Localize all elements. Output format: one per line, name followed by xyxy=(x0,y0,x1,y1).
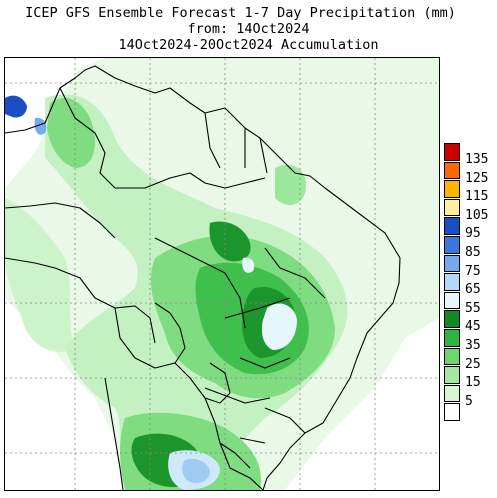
legend-label: 105 xyxy=(465,207,489,223)
precip-heavy-areas xyxy=(131,221,309,490)
legend-swatch xyxy=(444,329,460,347)
map-title-line-1: ICEP GFS Ensemble Forecast 1-7 Day Preci… xyxy=(25,5,456,21)
precipitation-map xyxy=(4,57,440,491)
border-peru-brazil xyxy=(5,257,156,344)
legend-swatch xyxy=(444,366,460,384)
legend-label: 55 xyxy=(465,300,481,316)
legend-label: 15 xyxy=(465,375,481,391)
border-colombia-peru xyxy=(5,202,116,239)
legend-swatch xyxy=(444,161,460,180)
precip-55mm-small xyxy=(242,257,255,273)
border-colombia-venezuela xyxy=(59,87,116,189)
legend-entry: 85 xyxy=(444,236,496,260)
legend-label: 85 xyxy=(465,245,481,260)
lat-lon-grid xyxy=(5,58,439,490)
legend-swatch xyxy=(444,180,460,198)
legend-swatch xyxy=(444,347,460,366)
legend-label: 25 xyxy=(465,356,481,372)
precip-55mm-brazil xyxy=(261,303,297,350)
legend-entry: 35 xyxy=(444,329,496,353)
legend-label: 95 xyxy=(465,226,481,242)
precip-15mm-west xyxy=(5,198,75,352)
legend-swatch xyxy=(444,403,460,421)
legend-entry: 125 xyxy=(444,161,496,185)
precip-45mm-central xyxy=(209,221,251,262)
legend-entry: 95 xyxy=(444,217,496,241)
country-borders xyxy=(5,65,401,490)
border-paraguay xyxy=(174,362,231,404)
legend-label: 45 xyxy=(465,319,481,335)
map-title-line-2: from: 14Oct2024 xyxy=(187,21,310,37)
legend-label: 75 xyxy=(465,263,481,279)
precip-65mm-south xyxy=(182,458,210,484)
legend-entry: 105 xyxy=(444,198,496,222)
legend-label: 65 xyxy=(465,282,481,298)
precip-coastal-peak xyxy=(5,95,47,135)
legend-swatch xyxy=(444,217,460,235)
legend-label: 115 xyxy=(465,189,489,205)
legend-swatch xyxy=(444,273,460,291)
legend-label: 5 xyxy=(465,393,473,409)
legend-entry: 5 xyxy=(444,384,496,408)
legend-label: 35 xyxy=(465,338,481,353)
border-argentina-chile xyxy=(104,377,124,490)
legend-swatch xyxy=(444,236,460,254)
legend-entry: 75 xyxy=(444,254,496,278)
border-brazil-states xyxy=(154,237,326,444)
legend-swatch xyxy=(444,198,460,217)
border-uruguay xyxy=(219,442,264,490)
precip-75mm-coast xyxy=(34,117,47,135)
legend-swatch xyxy=(444,384,460,403)
coastline xyxy=(5,65,401,490)
border-guianas xyxy=(204,112,268,174)
legend-entry: 45 xyxy=(444,310,496,334)
precip-95mm-coast xyxy=(5,95,27,118)
legend-label: 125 xyxy=(465,170,489,186)
map-title-line-3: 14Oct2024-20Oct2024 Accumulation xyxy=(118,37,379,53)
legend-entry: 15 xyxy=(444,366,496,390)
legend-swatch xyxy=(444,143,460,161)
legend-entry: 135 xyxy=(444,143,496,167)
legend-swatch xyxy=(444,310,460,328)
legend-entry: 115 xyxy=(444,180,496,204)
precip-25mm-north xyxy=(47,98,95,168)
legend-swatch xyxy=(444,254,460,273)
precip-25mm-east xyxy=(275,164,306,205)
legend-entry: 65 xyxy=(444,273,496,297)
legend-entry: 55 xyxy=(444,291,496,315)
legend-entry: 25 xyxy=(444,347,496,371)
legend-label: 135 xyxy=(465,152,489,167)
border-venezuela-brazil xyxy=(115,172,266,189)
legend-swatch xyxy=(444,291,460,310)
legend-entry xyxy=(444,403,496,422)
